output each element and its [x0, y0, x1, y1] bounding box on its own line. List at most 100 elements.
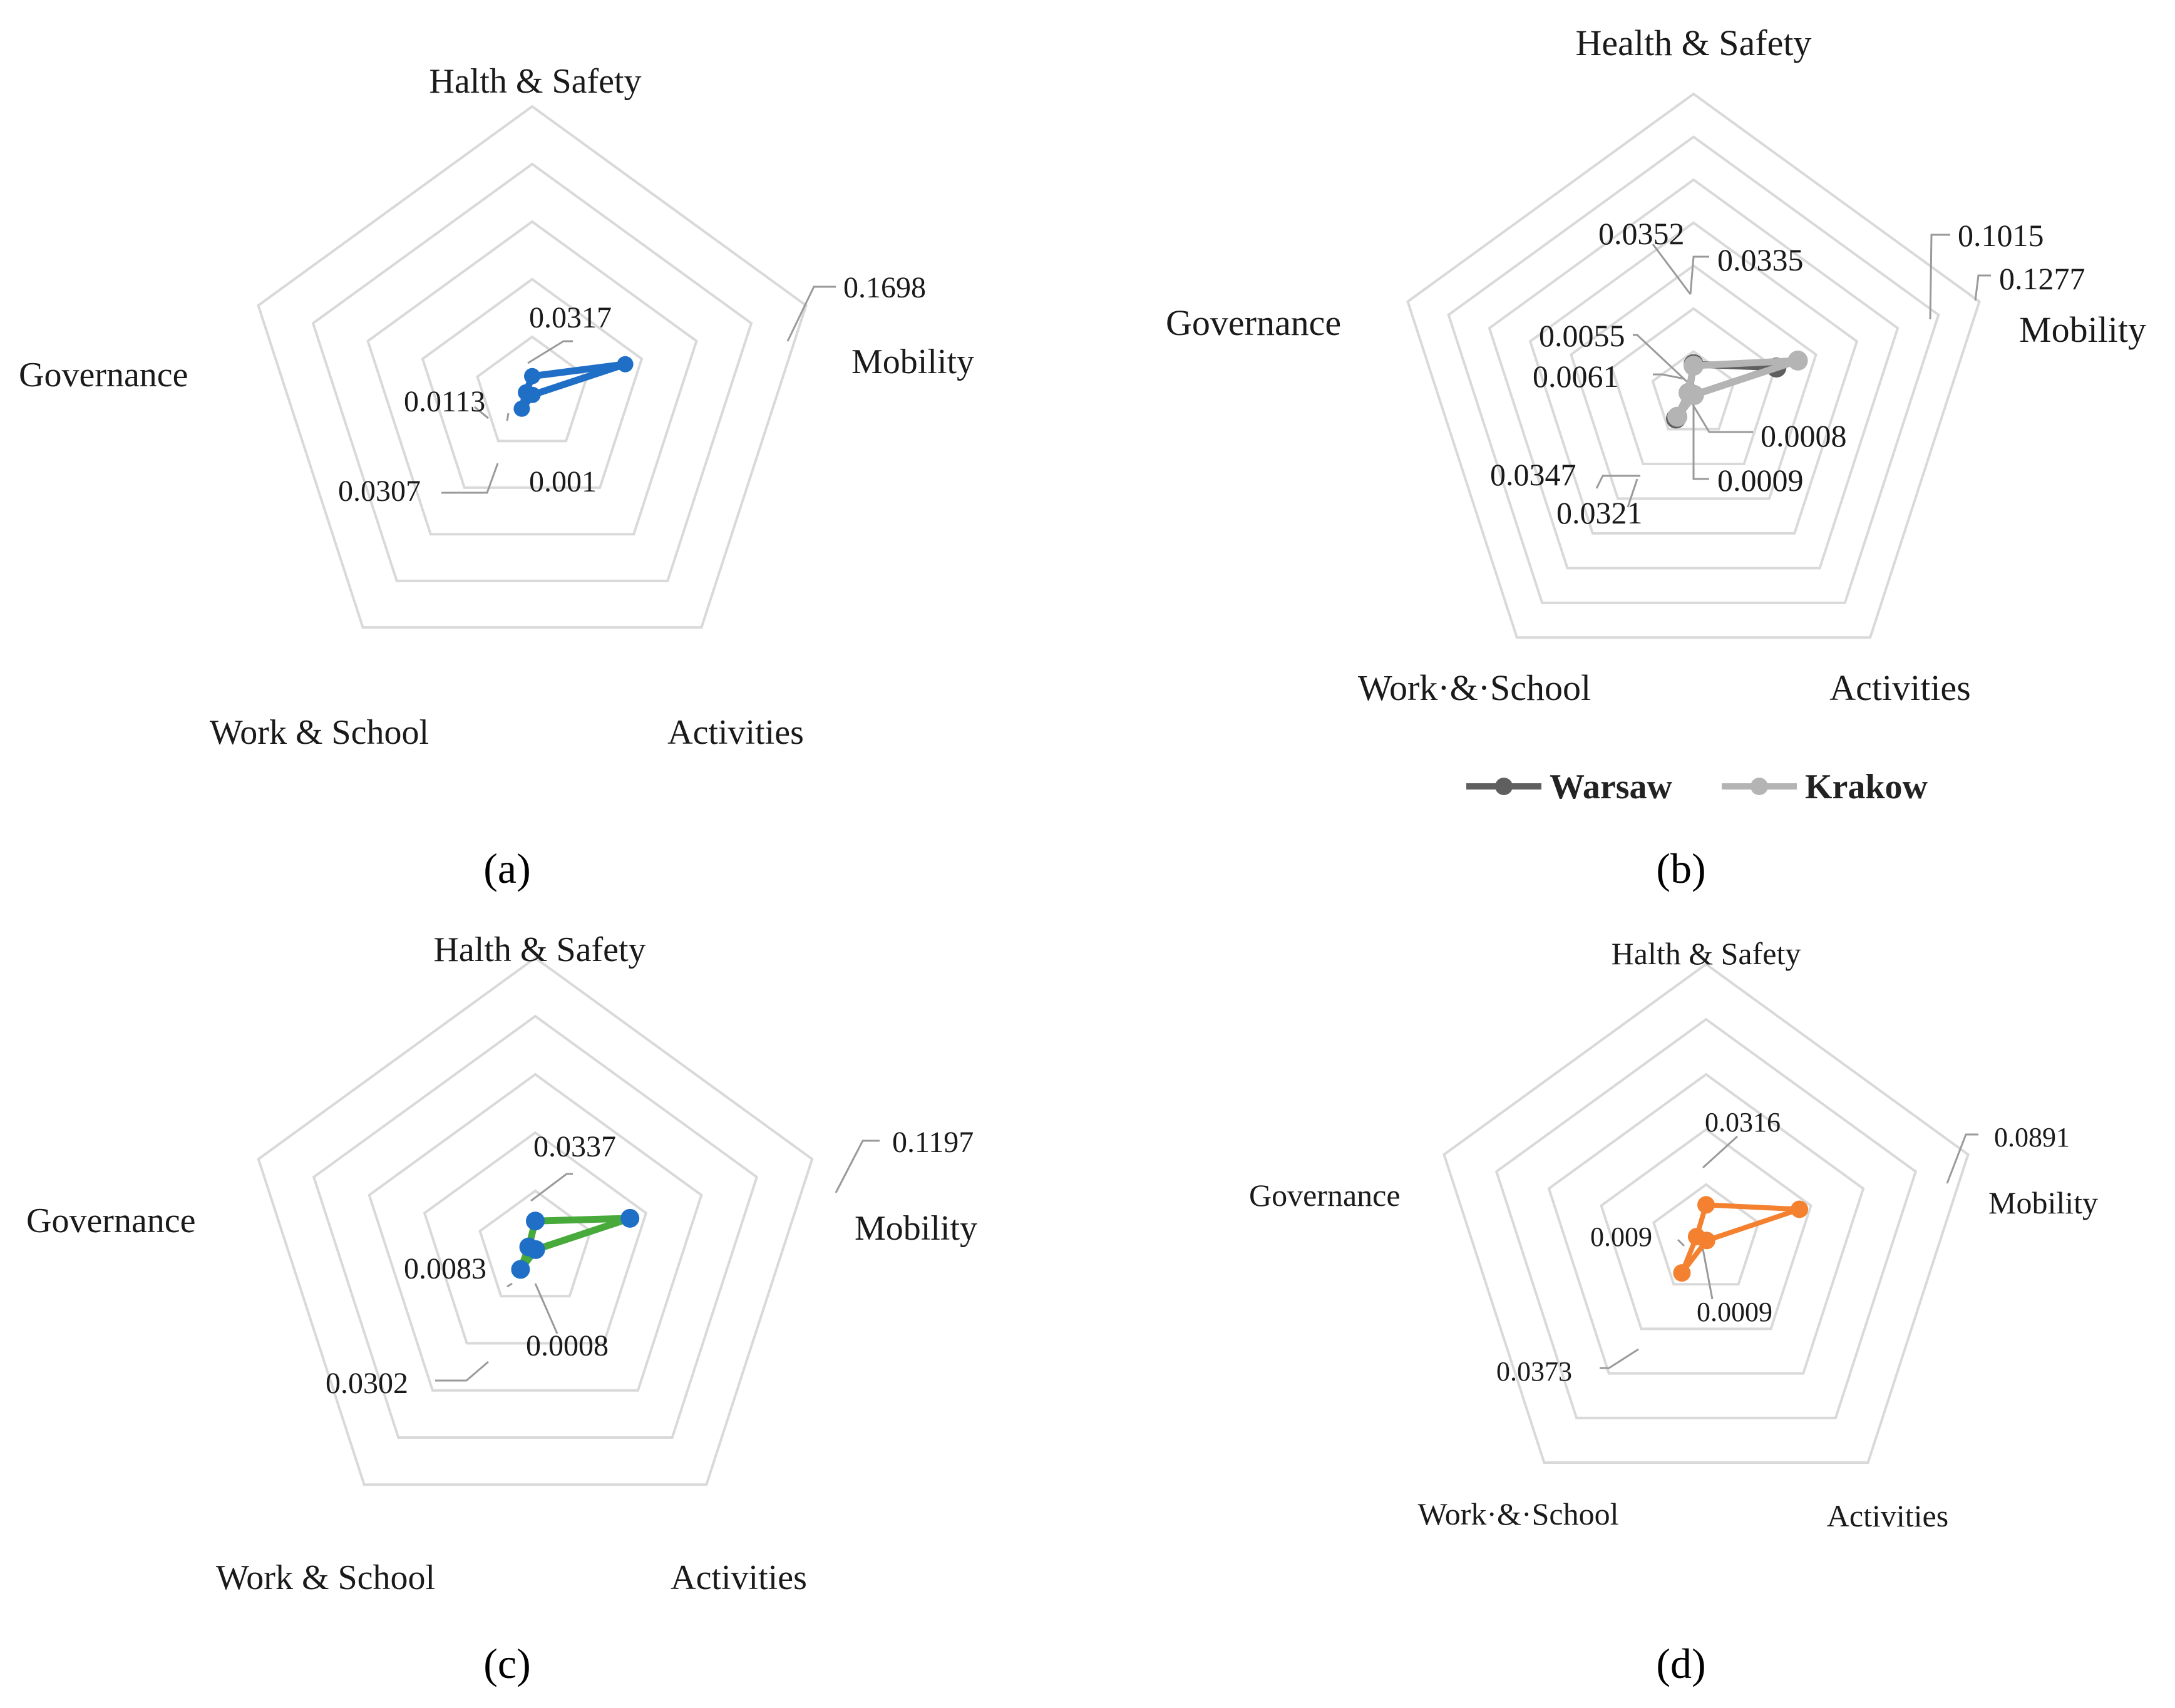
leader-line: [1946, 1133, 1978, 1184]
radar-ring: [257, 105, 808, 629]
panel-a-value-label: 0.1698: [843, 271, 926, 304]
panel-d-axis-label-4: Governance: [1249, 1178, 1401, 1213]
panel-d-axis-label-3: Work·&·School: [1418, 1496, 1619, 1531]
panel-b-value-label: 0.0352: [1598, 216, 1685, 251]
panel-a: Halth & Safety Mobility Activities Work …: [19, 62, 974, 892]
leader-line: [474, 406, 489, 419]
panel-d: Halth & Safety Mobility Activities Work·…: [1249, 936, 2098, 1687]
data-point: [1791, 1200, 1809, 1218]
panel-c-value-label: 0.0008: [526, 1329, 609, 1362]
panel-b-tag: (b): [1656, 845, 1705, 892]
radar-ring: [1600, 1128, 1812, 1330]
panel-d-axis-label-2: Activities: [1827, 1498, 1948, 1533]
panel-a-series: [513, 356, 634, 417]
panel-a-tag: (a): [483, 845, 530, 892]
data-point: [617, 356, 634, 373]
data-point: [511, 1260, 530, 1279]
data-point: [1673, 1264, 1691, 1282]
legend-marker-krakow: [1751, 778, 1768, 795]
leader-line: [1653, 373, 1685, 380]
panel-c-axis-label-4: Governance: [26, 1201, 196, 1240]
leader-line: [530, 1173, 573, 1202]
leader-line: [527, 340, 573, 364]
leader-line: [1600, 1348, 1639, 1369]
panel-d-value-label: 0.0373: [1496, 1356, 1572, 1387]
radar-ring: [1447, 135, 1940, 604]
leader-line: [1689, 255, 1709, 295]
panel-a-axis-label-4: Governance: [19, 356, 188, 394]
panel-a-value-label: 0.0113: [404, 385, 485, 418]
panel-b-value-label: 0.0055: [1539, 318, 1625, 353]
panel-d-value-label: 0.0009: [1697, 1297, 1772, 1327]
data-point: [513, 400, 530, 417]
radar-ring: [421, 277, 644, 489]
leader-line: [1702, 1135, 1739, 1169]
leader-line: [534, 1283, 558, 1334]
data-point: [1687, 1228, 1705, 1246]
panel-c-leaders: [435, 1140, 880, 1382]
panel-b-leaders: [1595, 234, 1991, 508]
leader-line: [1689, 400, 1753, 433]
radar-ring: [1528, 221, 1859, 535]
panel-c-axis-label-1: Mobility: [855, 1209, 977, 1248]
leader-line: [1595, 475, 1640, 489]
panel-a-axis-label-0: Halth & Safety: [429, 62, 641, 101]
legend-label-krakow: Krakow: [1805, 768, 1928, 806]
panel-b-value-label: 0.0335: [1717, 242, 1804, 277]
radar-ring: [1488, 178, 1900, 570]
leader-line: [1692, 401, 1709, 480]
leader-line: [1702, 1248, 1714, 1300]
leader-line: [1633, 334, 1689, 383]
leader-line: [786, 286, 836, 342]
panel-d-leaders: [1600, 1133, 1978, 1369]
radar-ring: [257, 956, 814, 1486]
panel-a-value-label: 0.001: [529, 465, 597, 498]
panel-d-value-label: 0.009: [1590, 1222, 1652, 1252]
panel-c-value-label: 0.0337: [533, 1130, 616, 1163]
panel-a-value-label: 0.0317: [529, 301, 612, 334]
panel-d-series: [1673, 1196, 1809, 1282]
panel-c-value-label: 0.0302: [326, 1367, 408, 1400]
panel-b: Health & Safety Mobility Activities Work…: [1166, 23, 2146, 892]
panel-b-value-label: 0.0347: [1490, 457, 1576, 492]
panel-b-axis-label-0: Health & Safety: [1576, 23, 1812, 63]
data-point-krakow: [1787, 350, 1808, 371]
panel-b-value-label: 0.0321: [1556, 495, 1643, 530]
panel-b-value-label: 0.1277: [1999, 261, 2085, 296]
panel-b-value-label: 0.0009: [1717, 463, 1804, 498]
radar-ring: [312, 1014, 759, 1439]
data-point: [524, 368, 540, 384]
panel-d-grid: [1442, 962, 1970, 1464]
data-point-krakow: [1684, 356, 1704, 376]
data-point: [526, 1212, 545, 1231]
leader-line: [1677, 1238, 1685, 1247]
panel-d-axis-label-0: Halth & Safety: [1612, 936, 1801, 971]
panel-c-value-label: 0.1197: [892, 1126, 974, 1159]
radar-ring: [1547, 1073, 1865, 1375]
panel-b-axis-label-4: Governance: [1166, 302, 1341, 343]
data-point: [518, 384, 535, 401]
data-point: [620, 1208, 640, 1228]
radar-ring: [478, 1189, 592, 1298]
radar-ring: [1494, 1017, 1918, 1419]
data-point: [519, 1237, 538, 1257]
panel-b-axis-label-3: Work·&·School: [1358, 667, 1591, 708]
panel-a-value-label: 0.0307: [338, 475, 421, 508]
panel-a-grid: [257, 105, 808, 629]
panel-b-axis-label-2: Activities: [1829, 667, 1971, 708]
panel-a-axis-label-2: Activities: [667, 713, 804, 752]
leader-line: [1974, 274, 1991, 301]
data-point: [1697, 1196, 1715, 1214]
panel-c-grid: [257, 956, 814, 1486]
panel-d-value-label: 0.0891: [1994, 1122, 2070, 1153]
radar-ring: [1570, 264, 1818, 500]
panel-b-axis-label-1: Mobility: [2019, 309, 2146, 350]
panel-c-series: [511, 1208, 640, 1279]
radar-ring: [311, 162, 753, 582]
panel-a-axis-label-3: Work & School: [210, 713, 429, 752]
leader-line: [1652, 244, 1692, 295]
panel-a-axis-label-1: Mobility: [851, 342, 974, 381]
legend-marker-warsaw: [1495, 778, 1513, 795]
panel-b-value-label: 0.0061: [1533, 359, 1619, 394]
